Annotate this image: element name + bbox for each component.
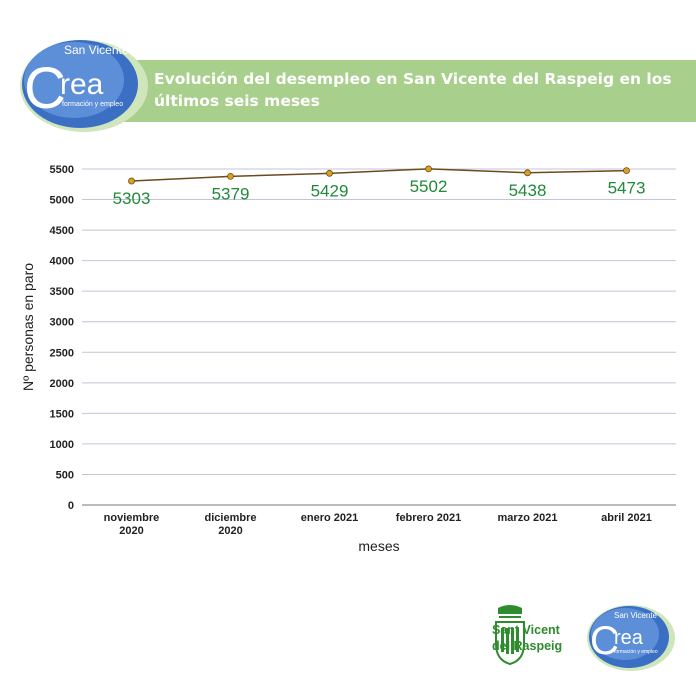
y-tick-label: 1000 [50, 439, 74, 451]
x-tick-label: diciembre 2020 [205, 512, 257, 537]
data-point [227, 172, 234, 180]
data-point [524, 169, 531, 177]
y-tick-label: 4500 [50, 225, 74, 237]
y-tick-label: 2500 [50, 347, 74, 359]
header-band [100, 60, 696, 122]
municipality-line2: del Raspeig [492, 639, 563, 653]
municipality-crest [495, 605, 525, 666]
svg-text:rea: rea [614, 627, 644, 649]
logo-line1: San Vicente [64, 43, 129, 57]
logo-line2: rea [60, 68, 104, 101]
crea-logo: San Vicente C rea formación y empleo [20, 40, 148, 132]
x-axis-ticks: noviembre 2020 diciembre 2020 enero 2021 febr… [104, 512, 652, 537]
y-tick-label: 2000 [50, 378, 74, 390]
y-tick-label: 3500 [50, 286, 74, 298]
x-axis-label: meses [358, 538, 399, 554]
svg-text:formación y empleo: formación y empleo [614, 649, 658, 655]
y-tick-label: 1500 [50, 408, 74, 420]
data-label: 5303 [113, 189, 151, 208]
y-tick-label: 5500 [50, 164, 74, 176]
data-point [326, 169, 333, 177]
y-axis-ticks: 0 500 1000 1500 2000 2500 3000 3500 4000 4500 5000… [50, 164, 74, 512]
y-tick-label: 500 [56, 469, 74, 481]
data-point [425, 165, 432, 173]
line-chart: 0 500 1000 1500 2000 2500 3000 3500 4000 4500 5000… [20, 164, 676, 554]
x-tick-label: enero 2021 [301, 512, 358, 524]
municipality-line1: Sant Vicent [492, 623, 560, 637]
y-tick-label: 5000 [50, 195, 74, 207]
y-tick-label: 0 [68, 500, 74, 512]
data-label: 5429 [311, 181, 349, 200]
municipality-name: Sant Vicent del Raspeig [492, 622, 562, 654]
x-tick-label: febrero 2021 [396, 512, 461, 524]
x-tick-label: marzo 2021 [498, 512, 558, 524]
data-label: 5502 [410, 177, 448, 196]
x-tick-label: noviembre 2020 [104, 512, 160, 537]
data-labels: 5303 5379 5429 5502 5438 5473 [113, 177, 646, 208]
y-tick-label: 3000 [50, 317, 74, 329]
logo-tagline: formación y empleo [62, 101, 123, 108]
data-point [623, 167, 630, 175]
svg-text:C: C [590, 619, 619, 663]
data-label: 5438 [509, 181, 547, 200]
crea-logo-small: San Vicente C rea formación y empleo [587, 605, 675, 671]
data-points [128, 165, 630, 185]
data-label: 5473 [608, 179, 646, 198]
page-title: Evolución del desempleo en San Vicente d… [154, 70, 672, 110]
svg-text:C: C [24, 56, 66, 121]
series-line [131, 168, 627, 182]
y-axis-label: Nº personas en paro [20, 263, 36, 391]
chart-grid [82, 168, 676, 506]
data-label: 5379 [212, 184, 250, 203]
x-tick-label: abril 2021 [601, 512, 652, 524]
data-point [128, 177, 135, 185]
svg-text:San Vicente: San Vicente [614, 611, 658, 620]
y-tick-label: 4000 [50, 256, 74, 268]
